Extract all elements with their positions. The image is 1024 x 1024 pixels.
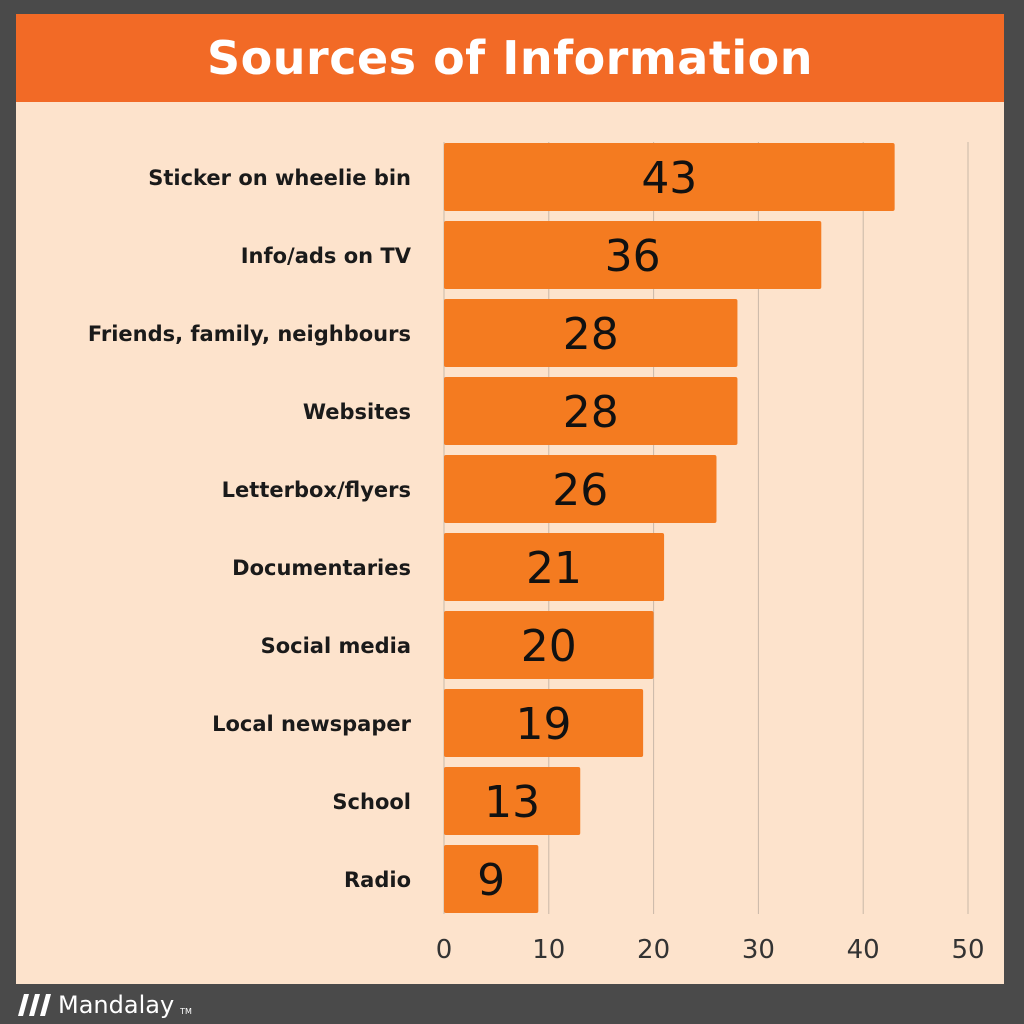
category-label: Websites bbox=[303, 400, 411, 424]
x-tick-label: 50 bbox=[951, 935, 984, 965]
bar bbox=[444, 845, 539, 913]
category-label: Friends, family, neighbours bbox=[88, 322, 411, 346]
bar-chart: Sticker on wheelie bin 43 Info/ads on TV 36… bbox=[88, 142, 985, 965]
category-label: Sticker on wheelie bin bbox=[148, 166, 411, 190]
value-label: 26 bbox=[552, 465, 608, 516]
value-label: 43 bbox=[641, 153, 697, 204]
x-tick-label: 30 bbox=[742, 935, 775, 965]
value-label: 36 bbox=[605, 231, 661, 282]
trademark-mark: TM bbox=[180, 1007, 192, 1016]
x-tick-label: 20 bbox=[637, 935, 670, 965]
value-label: 9 bbox=[477, 855, 505, 906]
chart-title: Sources of Information bbox=[207, 31, 813, 85]
bar bbox=[444, 221, 822, 289]
value-label: 19 bbox=[516, 699, 572, 750]
value-label: 20 bbox=[521, 621, 577, 672]
brand-footer: Mandalay TM bbox=[18, 990, 192, 1020]
category-label: Documentaries bbox=[232, 556, 411, 580]
brand-name: Mandalay bbox=[58, 991, 175, 1019]
x-tick-label: 10 bbox=[532, 935, 565, 965]
bar bbox=[444, 455, 717, 523]
bar bbox=[444, 611, 654, 679]
x-tick-label: 0 bbox=[436, 935, 453, 965]
category-label: Radio bbox=[344, 868, 411, 892]
bar bbox=[444, 143, 895, 211]
title-banner: Sources of Information bbox=[16, 14, 1004, 102]
value-label: 21 bbox=[526, 543, 582, 594]
category-label: Letterbox/flyers bbox=[222, 478, 411, 502]
value-label: 28 bbox=[563, 309, 619, 360]
bar bbox=[444, 377, 738, 445]
three-slash-logo-icon bbox=[18, 994, 51, 1016]
bar bbox=[444, 299, 738, 367]
category-label: Local newspaper bbox=[212, 712, 412, 736]
value-label: 13 bbox=[484, 777, 540, 828]
x-tick-label: 40 bbox=[847, 935, 880, 965]
bar bbox=[444, 533, 665, 601]
category-label: Info/ads on TV bbox=[241, 244, 412, 268]
value-label: 28 bbox=[563, 387, 619, 438]
category-label: Social media bbox=[261, 634, 411, 658]
bar bbox=[444, 767, 581, 835]
bar bbox=[444, 689, 644, 757]
chart-panel: Sources of Information Sticker on wheeli… bbox=[16, 14, 1004, 984]
category-label: School bbox=[332, 790, 411, 814]
